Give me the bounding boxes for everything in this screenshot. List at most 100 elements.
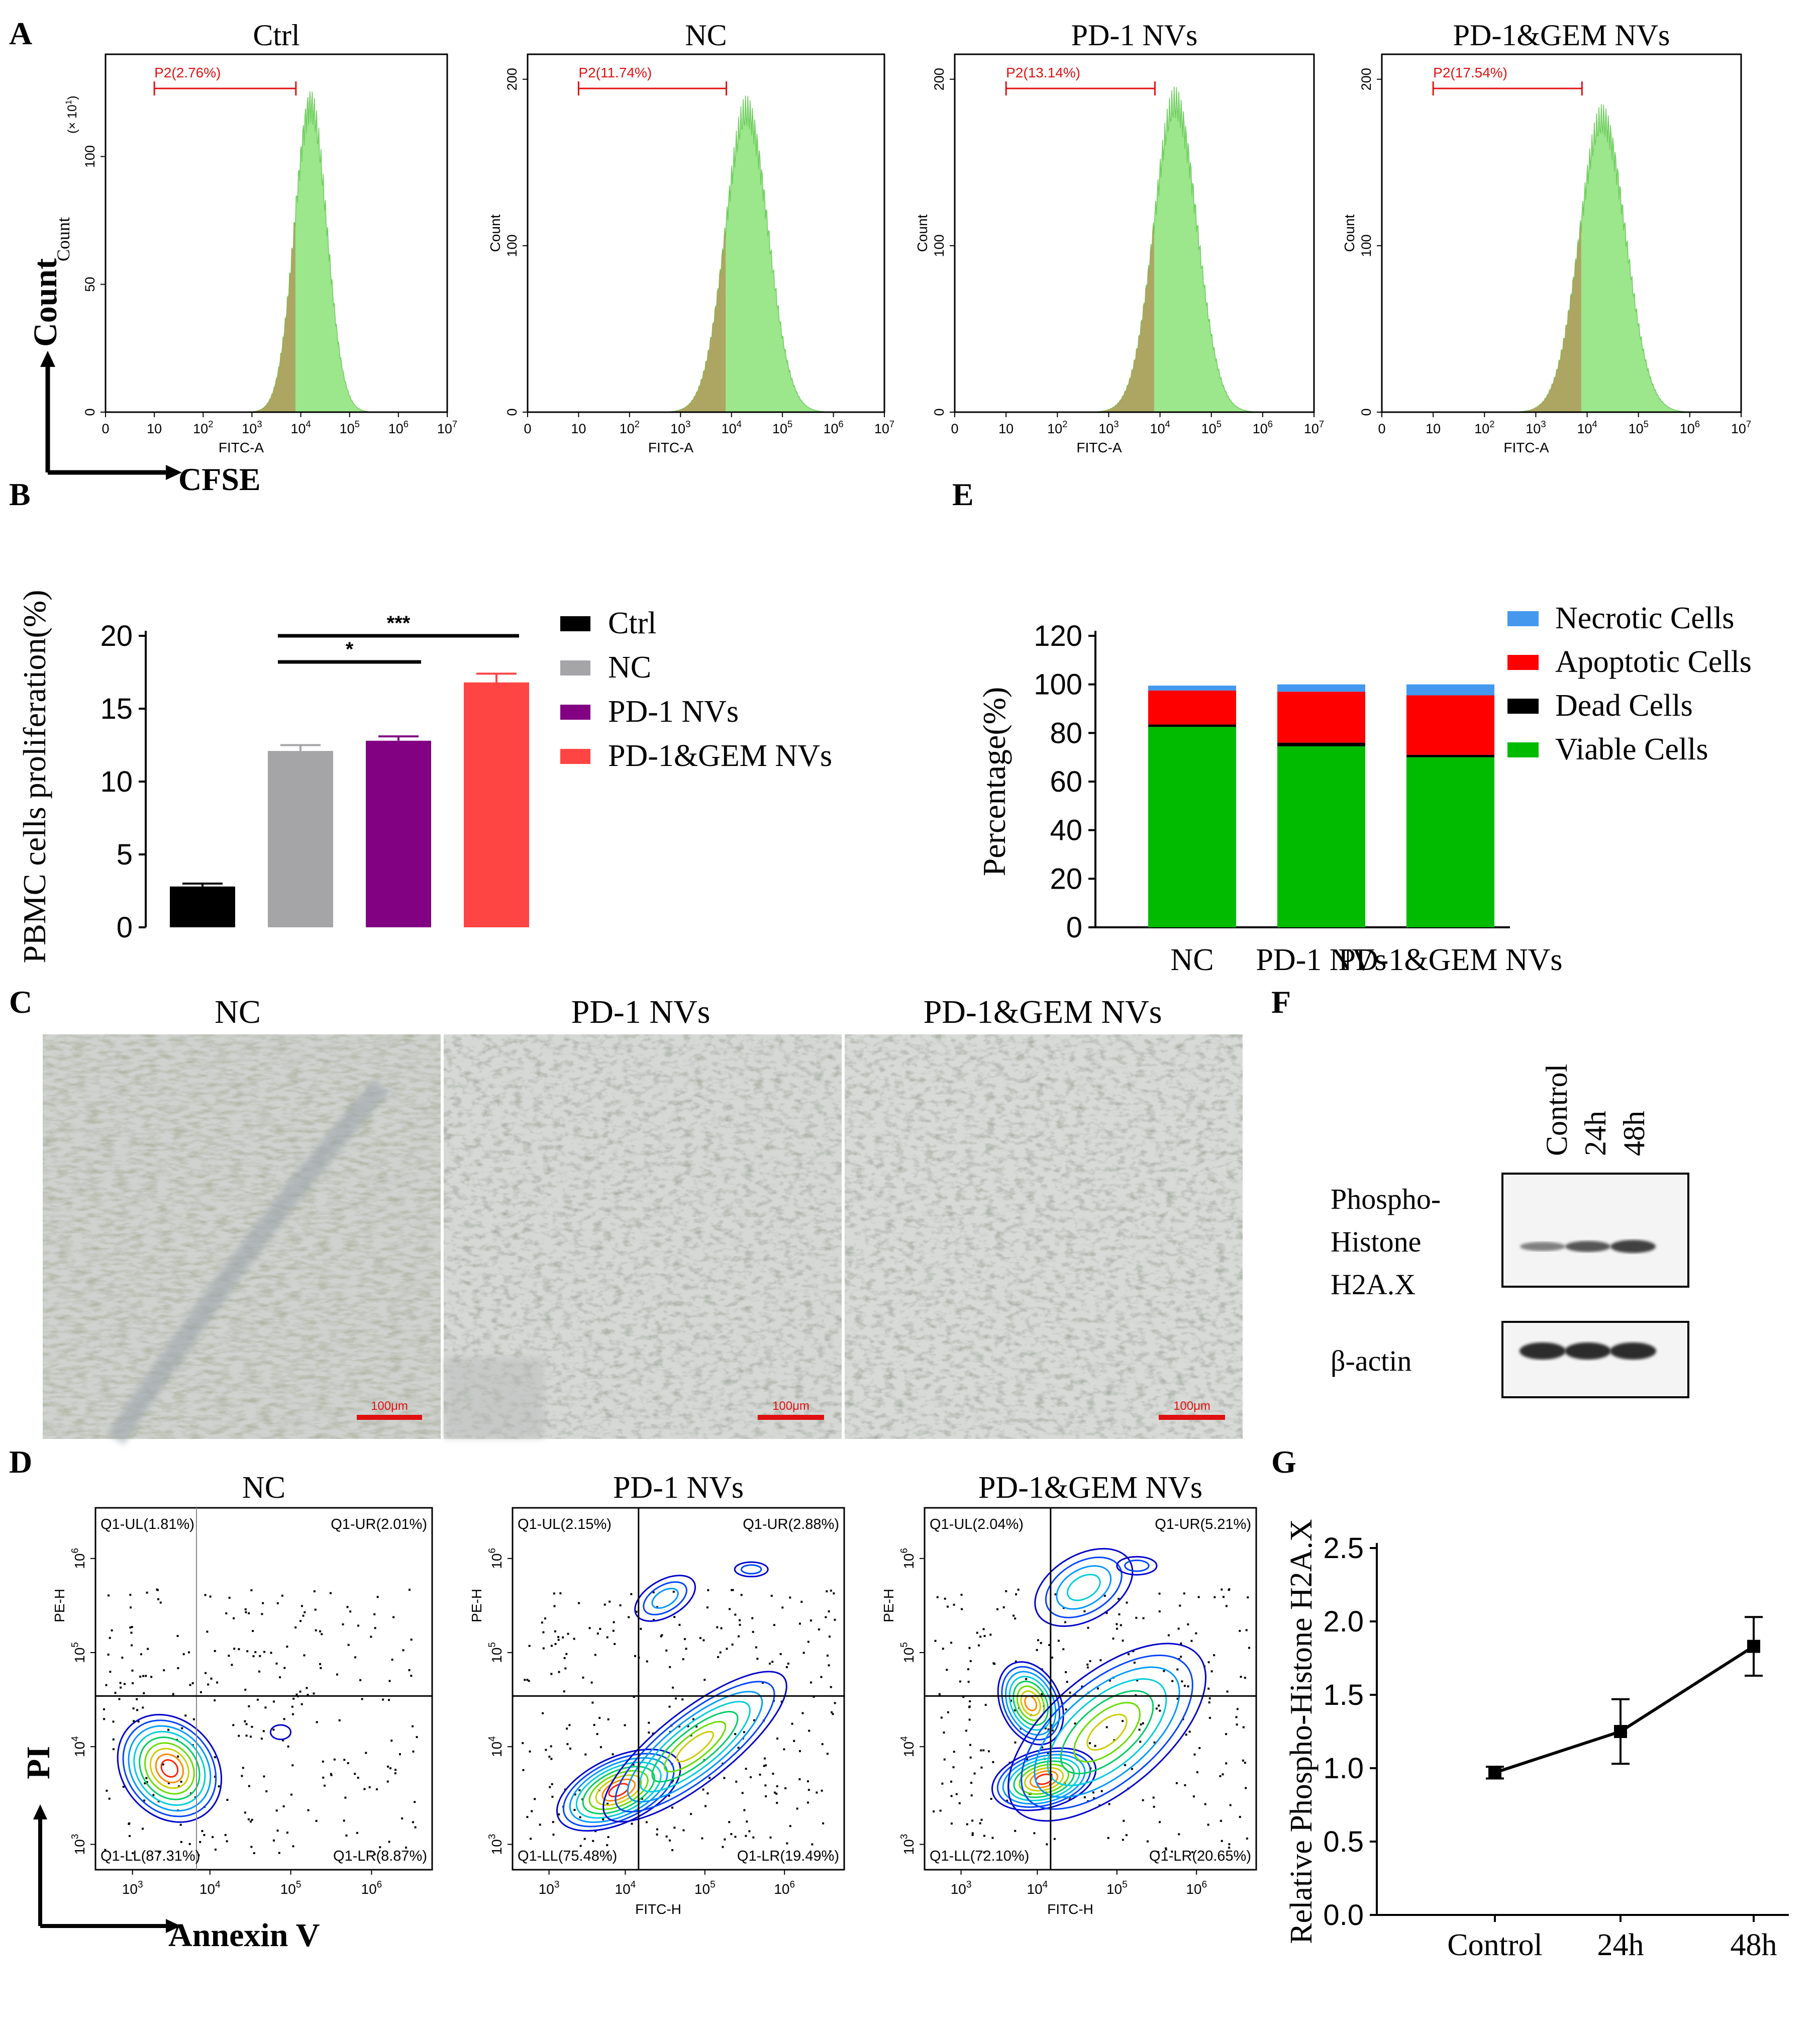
event-dot xyxy=(129,1626,132,1629)
event-dot xyxy=(1165,1847,1167,1850)
event-dot xyxy=(250,1589,253,1591)
event-dot xyxy=(796,1807,798,1810)
event-dot xyxy=(1026,1758,1029,1761)
event-dot xyxy=(645,1821,648,1823)
event-dot xyxy=(967,1681,970,1683)
event-dot xyxy=(706,1792,709,1795)
event-dot xyxy=(966,1823,968,1825)
event-dot xyxy=(313,1590,316,1593)
event-dot xyxy=(776,1802,778,1804)
y-axis-label: PBMC cells proliferation(%) xyxy=(17,590,52,964)
event-dot xyxy=(1120,1624,1122,1626)
y-tick-label: 100 xyxy=(932,234,947,257)
event-dot xyxy=(1180,1642,1182,1645)
legend-swatch xyxy=(1507,699,1539,714)
event-dot xyxy=(131,1644,133,1647)
event-dot xyxy=(982,1749,985,1752)
density-contour xyxy=(1086,1713,1128,1751)
y-tick-label-group: 105 xyxy=(899,1642,917,1663)
x-tick-label: 107 xyxy=(1731,419,1751,436)
event-dot xyxy=(329,1592,332,1594)
event-dot xyxy=(695,1725,698,1728)
event-dot xyxy=(1105,1612,1108,1614)
event-dot xyxy=(259,1655,261,1657)
density-contour xyxy=(1004,1671,1057,1736)
event-dot xyxy=(950,1795,953,1797)
event-dot xyxy=(734,1613,737,1616)
quadrant-label-ul: Q1-UL(2.04%) xyxy=(930,1516,1024,1532)
event-dot xyxy=(554,1630,556,1632)
lane-label-48h: 48h xyxy=(1617,1111,1651,1156)
event-dot xyxy=(405,1847,408,1849)
event-dot xyxy=(402,1649,405,1652)
event-dot xyxy=(167,1782,170,1784)
event-dot xyxy=(207,1683,210,1686)
event-dot xyxy=(356,1832,358,1834)
quadrant-label-lr: Q1-LR(20.65%) xyxy=(1149,1848,1251,1864)
histogram-frame xyxy=(105,53,448,413)
x-tick-label: 106 xyxy=(388,419,409,436)
y-tick-label: 0 xyxy=(1066,911,1082,944)
micrograph-title-nc: NC xyxy=(215,994,261,1030)
y-axis-label: Percentage(%) xyxy=(976,687,1012,877)
event-dot xyxy=(1074,1722,1076,1725)
band-phospho-histone xyxy=(1565,1241,1610,1252)
event-dot xyxy=(1190,1640,1193,1642)
event-dot xyxy=(1112,1638,1115,1640)
y-tick-label: 60 xyxy=(1050,765,1082,798)
event-dot xyxy=(1108,1679,1111,1682)
stack-segment xyxy=(1148,690,1236,725)
event-dot xyxy=(233,1648,236,1650)
event-dot xyxy=(950,1822,953,1825)
event-dot xyxy=(566,1727,568,1730)
event-dot xyxy=(143,1799,146,1802)
y-tick-label: 104 xyxy=(899,1736,917,1757)
event-dot xyxy=(541,1621,543,1624)
event-dot xyxy=(121,1657,124,1659)
event-dot xyxy=(612,1753,614,1756)
event-dot xyxy=(414,1801,416,1803)
histogram-gated-region xyxy=(1489,220,1581,412)
event-dot xyxy=(775,1792,778,1795)
event-dot xyxy=(344,1796,347,1799)
event-dot xyxy=(254,1651,257,1654)
density-contour xyxy=(155,1753,184,1784)
event-dot xyxy=(552,1834,555,1836)
count-axis-subscript: Count xyxy=(53,217,73,261)
event-dot xyxy=(830,1686,832,1688)
flow-plot-title: PD-1&GEM NVs xyxy=(978,1471,1202,1505)
event-dot xyxy=(979,1822,981,1824)
histogram-2: PD-1 NVs P2(13.14%) 0 10 102 103 104 105 106 107 F… xyxy=(915,19,1324,455)
event-dot xyxy=(648,1721,650,1724)
event-dot xyxy=(1065,1708,1067,1711)
event-dot xyxy=(1142,1722,1144,1724)
y-axis-label: Count xyxy=(487,214,503,252)
event-dot xyxy=(1037,1639,1040,1642)
event-dot xyxy=(765,1795,767,1797)
quadrant-label-lr: Q1-LR(19.49%) xyxy=(737,1848,839,1864)
gate-label: P2(17.54%) xyxy=(1433,65,1507,80)
y-tick-label: 2.5 xyxy=(1323,1532,1364,1565)
event-dot xyxy=(386,1780,389,1783)
event-dot xyxy=(719,1651,722,1654)
event-dot xyxy=(320,1667,322,1669)
event-dot xyxy=(1180,1656,1182,1658)
event-dot xyxy=(786,1842,788,1845)
event-dot xyxy=(665,1835,668,1838)
panel-letter-a: A xyxy=(9,16,32,51)
event-dot xyxy=(564,1667,567,1670)
event-dot xyxy=(1064,1621,1067,1623)
event-dot xyxy=(793,1740,795,1742)
event-dot xyxy=(336,1673,338,1676)
event-dot xyxy=(379,1846,381,1849)
event-dot xyxy=(529,1750,531,1753)
density-contour xyxy=(676,1730,714,1763)
stack-segment xyxy=(1406,757,1494,927)
flow-plot-0: NC Q1-UL(1.81%) Q1-UR(2.01%) Q1-LL(87.31%) Q… xyxy=(52,1471,433,1897)
event-dot xyxy=(290,1793,292,1796)
event-dot xyxy=(330,1773,332,1775)
y-tick-label: 103 xyxy=(70,1834,87,1855)
event-dot xyxy=(723,1777,726,1779)
event-dot xyxy=(977,1644,980,1647)
event-dot xyxy=(1065,1671,1067,1673)
